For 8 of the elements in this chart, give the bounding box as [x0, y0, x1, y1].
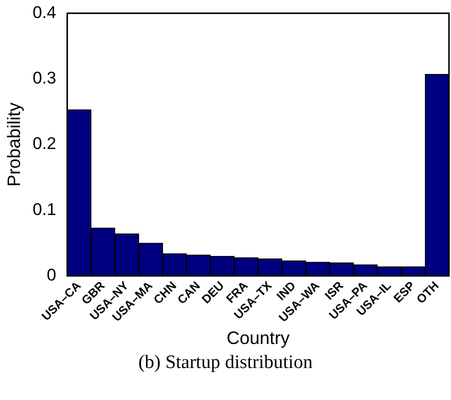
text: (b) Startup distribution: [137, 352, 314, 374]
y-tick-label: 0: [46, 266, 56, 285]
y-tick-label: 0.3: [32, 68, 56, 88]
y-tick-label: 0.4: [32, 2, 56, 22]
y-tick-label: 0.2: [32, 134, 56, 154]
x-axis-title: Country: [226, 328, 290, 348]
y-tick-label: 0.1: [32, 200, 56, 219]
y-axis-title: Probability: [4, 102, 24, 187]
